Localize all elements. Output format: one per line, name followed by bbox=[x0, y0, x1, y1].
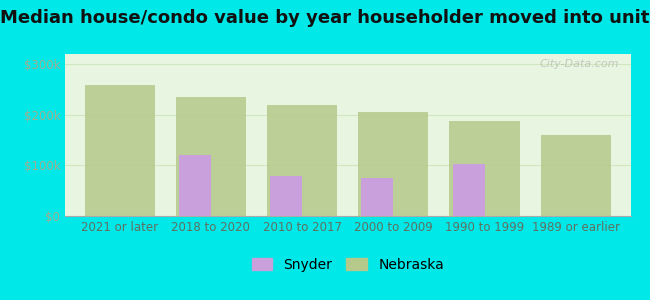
Bar bbox=[541, 135, 611, 216]
Bar bbox=[179, 155, 211, 216]
Text: City-Data.com: City-Data.com bbox=[540, 59, 619, 69]
Bar bbox=[84, 85, 155, 216]
Bar bbox=[270, 176, 302, 216]
Bar bbox=[358, 112, 428, 216]
Bar bbox=[267, 105, 337, 216]
Text: Median house/condo value by year householder moved into unit: Median house/condo value by year househo… bbox=[0, 9, 650, 27]
Bar bbox=[361, 178, 393, 216]
Bar bbox=[449, 121, 520, 216]
Legend: Snyder, Nebraska: Snyder, Nebraska bbox=[246, 252, 450, 277]
Bar bbox=[452, 164, 484, 216]
Bar bbox=[176, 97, 246, 216]
